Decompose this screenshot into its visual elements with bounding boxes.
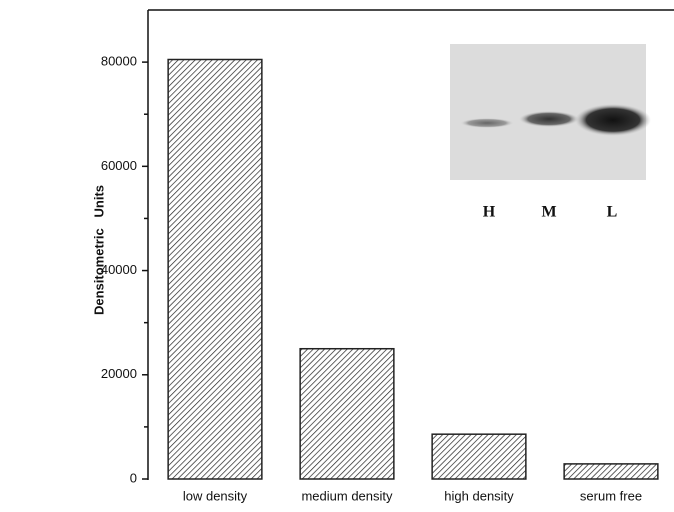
y-tick-label: 20000 xyxy=(101,366,137,381)
y-tick-label: 80000 xyxy=(101,54,137,69)
inset-label: M xyxy=(541,204,556,221)
x-tick-label: high density xyxy=(444,488,514,503)
band-l xyxy=(575,104,651,136)
bar xyxy=(564,464,658,479)
x-tick-label: serum free xyxy=(580,488,642,503)
inset-label: H xyxy=(483,204,496,221)
bar xyxy=(432,434,526,479)
band-h xyxy=(460,118,514,128)
x-tick-label: low density xyxy=(183,488,248,503)
band-m xyxy=(519,111,579,127)
y-tick-label: 60000 xyxy=(101,158,137,173)
y-axis-label: Densitometric Units xyxy=(91,185,106,315)
inset-label: L xyxy=(607,204,618,221)
bar xyxy=(300,349,394,479)
x-tick-label: medium density xyxy=(301,488,393,503)
inset-blot xyxy=(450,44,651,180)
bar xyxy=(168,60,262,479)
y-tick-label: 0 xyxy=(130,470,137,485)
chart: Densitometric Units 0 20000 40000 60000 8000… xyxy=(0,0,674,512)
y-tick-label: 40000 xyxy=(101,262,137,277)
